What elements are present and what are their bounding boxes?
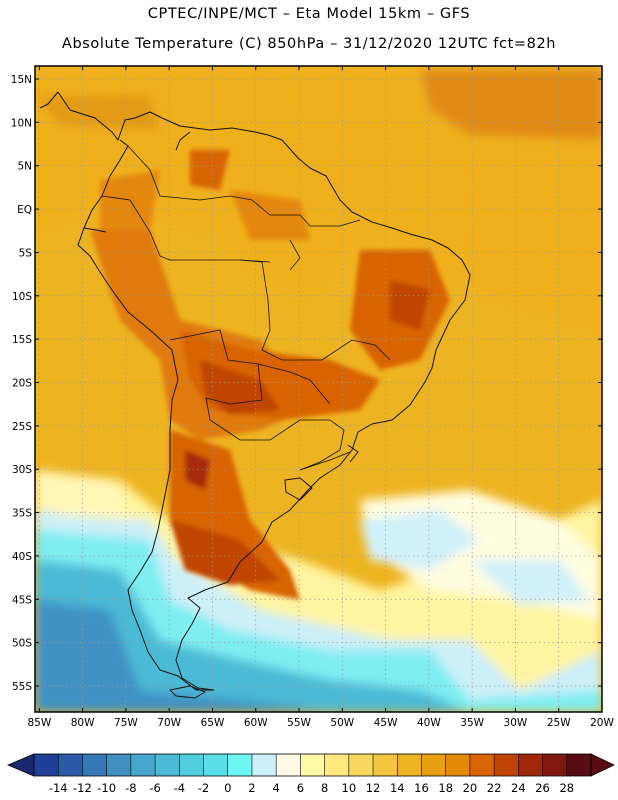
lon-label: 55W [287, 717, 311, 729]
colorbar-label: 14 [390, 781, 405, 795]
map-grid [35, 66, 602, 712]
lat-label: 5S [19, 247, 33, 259]
lon-label: 25W [547, 717, 571, 729]
colorbar-label: 8 [321, 781, 328, 795]
colorbar-label: 6 [297, 781, 304, 795]
colorbar-label: 0 [224, 781, 231, 795]
lon-label: 40W [417, 717, 441, 729]
colorbar-swatch [155, 754, 180, 776]
colorbar-label: 18 [438, 781, 453, 795]
colorbar-under-arrow [6, 753, 35, 777]
colorbar-label: 26 [535, 781, 550, 795]
colorbar-swatch [130, 754, 156, 776]
colorbar-label: -8 [125, 781, 136, 795]
lon-label: 80W [71, 717, 95, 729]
map-subtitle: Absolute Temperature (C) 850hPa – 31/12/… [61, 36, 557, 52]
colorbar-frame [33, 753, 592, 777]
lat-label: 50S [12, 638, 32, 650]
colorbar-swatch [494, 754, 519, 776]
colorbar-label: -12 [73, 781, 92, 795]
colorbar-swatch [445, 754, 471, 776]
lon-label: 65W [201, 717, 225, 729]
lat-label: 25S [12, 421, 32, 433]
temperature-field [35, 66, 602, 712]
lat-label: 10S [12, 291, 32, 303]
colorbar-label: -10 [97, 781, 116, 795]
lat-label: 40S [12, 551, 32, 563]
lon-label: 45W [374, 717, 398, 729]
lon-label: 70W [157, 717, 181, 729]
lon-label: 20W [590, 717, 614, 729]
colorbar-swatch [373, 754, 398, 776]
lat-label: 55S [12, 681, 32, 693]
colorbar-label: 20 [463, 781, 478, 795]
colorbar-label: 4 [273, 781, 280, 795]
map-frame [34, 65, 603, 713]
colorbar-label: 10 [342, 781, 357, 795]
colorbar-swatch [348, 754, 374, 776]
lat-label: 45S [12, 594, 32, 606]
colorbar-swatch [397, 754, 422, 776]
lat-label: 5N [17, 161, 32, 173]
axis-ticks: 15N 10N 5N EQ 5S 10S 15S 20S 25S 30S 35S 40S 45S 50S 5… [11, 66, 614, 729]
colorbar-label: 28 [559, 781, 574, 795]
colorbar-swatch [34, 754, 59, 776]
colorbar-swatch [251, 754, 277, 776]
lat-label: 15S [12, 334, 32, 346]
lon-label: 50W [330, 717, 354, 729]
colorbar-swatch [324, 754, 350, 776]
colorbar-swatch [566, 754, 592, 776]
colorbar-label: 22 [487, 781, 502, 795]
lat-label: 35S [12, 508, 32, 520]
colorbar-swatch [82, 754, 107, 776]
colorbar: -14 -12 -10 -8 -6 -4 -2 0 2 4 6 8 10 12 14 16 18 20 22 24 26… [6, 753, 615, 795]
lat-label: 15N [11, 74, 32, 86]
colorbar-swatch [542, 754, 568, 776]
colorbar-swatch [203, 754, 229, 776]
map-title: CPTEC/INPE/MCT – Eta Model 15km – GFS [147, 6, 471, 22]
colorbar-label: -14 [49, 781, 68, 795]
lon-label: 35W [460, 717, 484, 729]
colorbar-over-arrow [590, 753, 615, 777]
colorbar-label: -6 [149, 781, 160, 795]
coastline [39, 91, 471, 699]
colorbar-label: 24 [511, 781, 526, 795]
colorbar-label: 12 [366, 781, 381, 795]
lon-label: 75W [114, 717, 138, 729]
lon-label: 30W [504, 717, 528, 729]
lon-label: 85W [27, 717, 51, 729]
colorbar-swatch [421, 754, 446, 776]
lat-label: 20S [12, 377, 32, 389]
colorbar-swatch [300, 754, 325, 776]
colorbar-label: -2 [198, 781, 209, 795]
lat-label: EQ [17, 204, 32, 216]
colorbar-label: 2 [248, 781, 255, 795]
colorbar-label: 16 [414, 781, 429, 795]
lat-label: 30S [12, 464, 32, 476]
colorbar-swatch [106, 754, 132, 776]
lat-label: 10N [11, 117, 32, 129]
colorbar-swatch [58, 754, 83, 776]
colorbar-swatch [276, 754, 301, 776]
colorbar-swatch [227, 754, 253, 776]
colorbar-swatch [179, 754, 204, 776]
lon-label: 60W [244, 717, 268, 729]
country-borders [101, 145, 391, 471]
colorbar-swatch [518, 754, 543, 776]
colorbar-label: -4 [174, 781, 185, 795]
colorbar-swatch [469, 754, 495, 776]
